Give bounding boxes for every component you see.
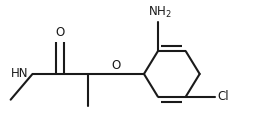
Text: O: O: [56, 26, 65, 39]
Text: Cl: Cl: [218, 90, 229, 103]
Text: NH$_2$: NH$_2$: [148, 5, 172, 21]
Text: O: O: [112, 59, 121, 72]
Text: HN: HN: [11, 67, 29, 80]
